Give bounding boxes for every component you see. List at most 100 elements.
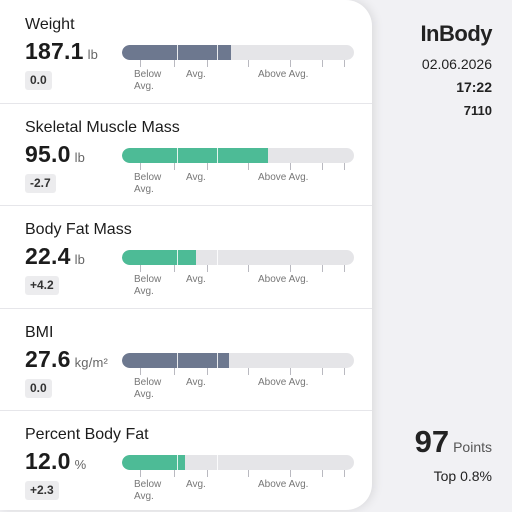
device-model: 7110 (463, 103, 492, 118)
scale-tick (207, 162, 208, 170)
level-bar-track (122, 250, 354, 265)
level-bar-track (122, 147, 354, 163)
metric-unit: lb (87, 47, 99, 62)
scale-label-above: Above Avg. (258, 274, 309, 285)
bar-segment-divider (217, 250, 219, 265)
scale-tick (207, 470, 208, 477)
level-bar-fill (122, 147, 269, 163)
scale-tick (290, 470, 291, 477)
metric-number: 12.0 (25, 448, 71, 474)
metric-row[interactable]: Body Fat Mass 22.4 lb +4.2 Below Avg. Avg. Abo… (0, 205, 372, 309)
score-unit: Points (453, 439, 492, 455)
metric-number: 95.0 (25, 140, 71, 167)
brand-logo: InBody (420, 21, 492, 46)
scale-tick (322, 367, 323, 375)
level-bar-fill (122, 250, 197, 265)
metric-number: 187.1 (25, 38, 84, 64)
score-rank: Top 0.8% (433, 468, 492, 484)
scale-tick (140, 60, 141, 67)
metric-row[interactable]: Skeletal Muscle Mass 95.0 lb -2.7 Below Avg.… (0, 103, 372, 206)
scale-tick (207, 60, 208, 67)
bar-segment-divider (217, 352, 219, 368)
bar-segment-divider (176, 147, 178, 163)
metric-value: 187.1 lb (25, 38, 98, 65)
measurement-date: 02.06.2026 (421, 56, 492, 72)
scale-label-below: Below Avg. (134, 479, 162, 502)
scale-label-below: Below Avg. (134, 376, 162, 400)
level-bar-fill (122, 455, 185, 470)
scale-tick (174, 162, 175, 170)
metric-label: Weight (25, 16, 75, 33)
scale-tick (248, 60, 249, 67)
metric-value: 95.0 lb (25, 141, 85, 168)
scale-label-avg: Avg. (186, 274, 206, 285)
scale-tick (290, 367, 291, 375)
metric-value: 27.6 kg/m² (25, 346, 108, 373)
score-block: 97 Points (415, 424, 492, 460)
scale-tick (248, 265, 249, 272)
scale-label-above: Above Avg. (258, 479, 309, 490)
metric-label: Percent Body Fat (25, 426, 149, 443)
scale-tick (344, 265, 345, 272)
delta-badge: 0.0 (25, 71, 52, 90)
bar-segment-divider (217, 455, 219, 470)
scale-label-above: Above Avg. (258, 69, 309, 80)
scale-tick (207, 265, 208, 272)
scale-tick (174, 470, 175, 477)
scale-tick (174, 367, 175, 375)
bar-segment-divider (176, 250, 178, 265)
scale-tick (344, 162, 345, 170)
scale-label-avg: Avg. (186, 69, 206, 80)
metric-row[interactable]: BMI 27.6 kg/m² 0.0 Below Avg. Avg. Above Avg. (0, 308, 372, 411)
measurement-time: 17:22 (456, 79, 492, 95)
delta-badge: 0.0 (25, 378, 52, 398)
scale-tick (140, 265, 141, 272)
metrics-card: Weight 187.1 lb 0.0 Below Avg. Avg. Above Avg.… (0, 0, 372, 510)
scale-label-above: Above Avg. (258, 376, 309, 388)
scale-tick (248, 470, 249, 477)
level-bar-track (122, 45, 354, 60)
metric-row[interactable]: Percent Body Fat 12.0% +2.3 Below Avg. Avg. A… (0, 410, 372, 510)
scale-tick (290, 60, 291, 67)
bar-segment-divider (217, 147, 219, 163)
scale-label-avg: Avg. (186, 479, 206, 490)
metric-unit: kg/m² (74, 354, 109, 370)
metric-value: 22.4 lb (25, 243, 85, 270)
metric-unit: % (74, 457, 87, 472)
scale-tick (344, 470, 345, 477)
level-bar-track (122, 352, 354, 368)
delta-badge: -2.7 (25, 173, 56, 193)
scale-tick (140, 162, 141, 170)
bar-segment-divider (176, 352, 178, 368)
metric-label: Body Fat Mass (25, 221, 132, 238)
metric-row[interactable]: Weight 187.1 lb 0.0 Below Avg. Avg. Above Avg. (0, 0, 372, 104)
scale-label-above: Above Avg. (258, 171, 309, 183)
scale-tick (344, 367, 345, 375)
bar-segment-divider (217, 45, 219, 60)
scale-tick (322, 265, 323, 272)
scale-label-below: Below Avg. (134, 69, 162, 92)
level-bar-track (122, 455, 354, 470)
level-bar-fill (122, 352, 229, 368)
scale-tick (322, 162, 323, 170)
score-value: 97 (414, 424, 450, 459)
scale-tick (140, 367, 141, 375)
scale-tick (322, 60, 323, 67)
scale-label-below: Below Avg. (134, 171, 162, 195)
metric-unit: lb (74, 252, 86, 267)
metric-unit: lb (74, 149, 86, 165)
scale-tick (207, 367, 208, 375)
scale-tick (174, 265, 175, 272)
metric-number: 27.6 (25, 345, 71, 372)
scale-label-avg: Avg. (186, 171, 206, 183)
scale-tick (248, 162, 249, 170)
scale-tick (290, 265, 291, 272)
scale-tick (174, 60, 175, 67)
bar-segment-divider (176, 455, 178, 470)
scale-label-avg: Avg. (186, 376, 206, 388)
scale-tick (140, 470, 141, 477)
bar-segment-divider (176, 45, 178, 60)
scale-tick (322, 470, 323, 477)
scale-tick (248, 367, 249, 375)
